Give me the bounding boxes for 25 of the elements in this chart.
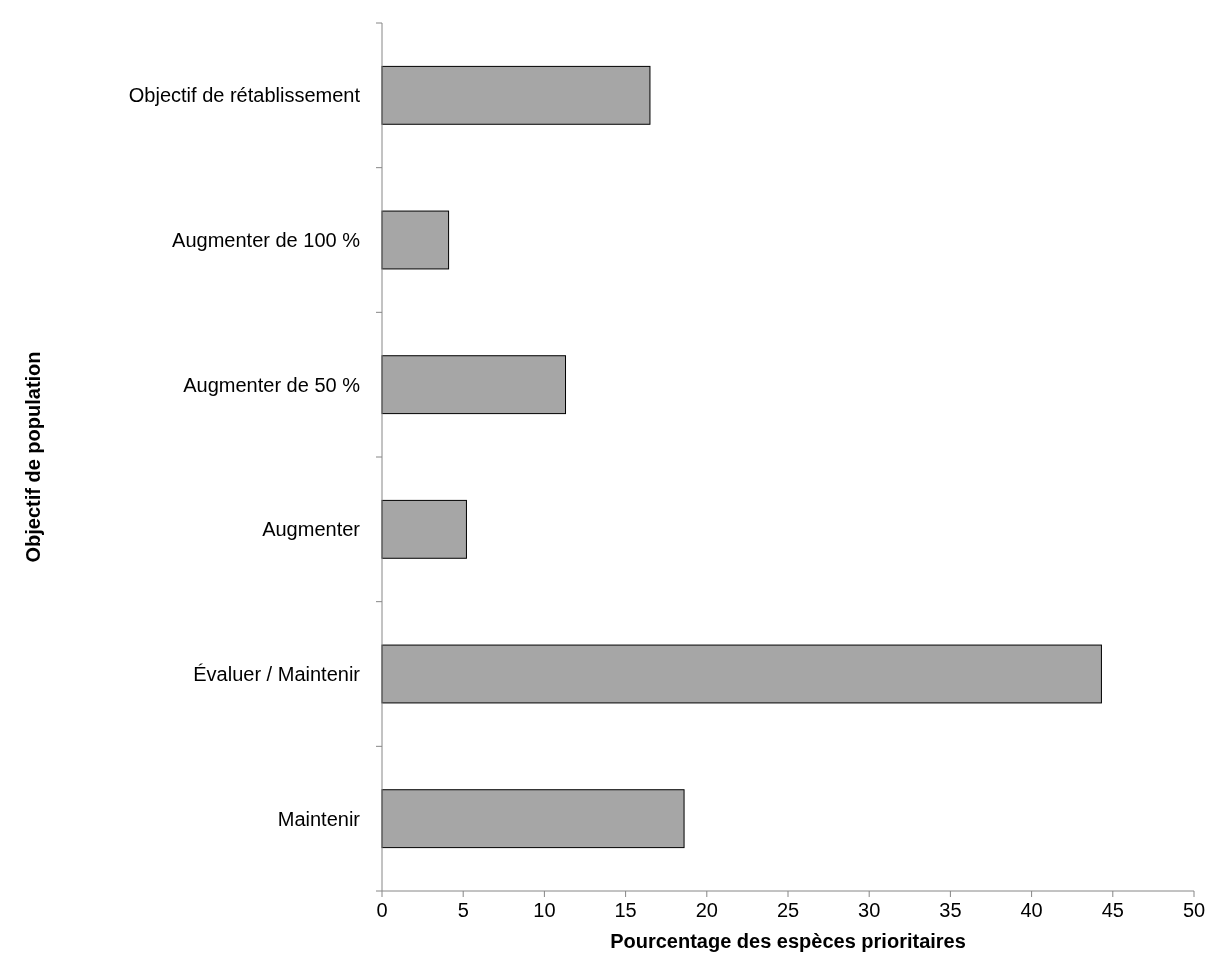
x-tick-label: 40 [1020, 899, 1043, 921]
y-tick-label: Objectif de rétablissement [128, 84, 361, 107]
x-tick-label: 5 [457, 899, 469, 921]
x-tick-label: 35 [939, 899, 962, 921]
y-tick-label: Évaluer / Maintenir [193, 663, 361, 685]
bar [381, 210, 450, 270]
x-tick-label: 30 [858, 899, 881, 921]
y-tick-label: Augmenter de 100 % [172, 229, 361, 251]
x-tick-label: 0 [376, 899, 388, 921]
y-tick-label: Augmenter [262, 518, 361, 541]
bar [381, 499, 467, 559]
y-tick-label: Maintenir [277, 807, 361, 830]
y-tick-label: Augmenter de 50 % [183, 373, 361, 396]
bar [381, 644, 1102, 704]
bar [381, 355, 567, 415]
x-tick-label: 20 [695, 899, 718, 921]
x-tick-label: 45 [1101, 899, 1124, 921]
y-axis-title: Objectif de population [22, 351, 44, 563]
x-tick-label: 10 [533, 899, 556, 921]
x-tick-label: 25 [776, 899, 800, 921]
x-tick-label: 50 [1182, 899, 1205, 921]
bar [381, 789, 685, 849]
bar [381, 65, 651, 125]
x-axis-title: Pourcentage des espèces prioritaires [610, 930, 966, 952]
x-tick-label: 15 [614, 899, 637, 921]
